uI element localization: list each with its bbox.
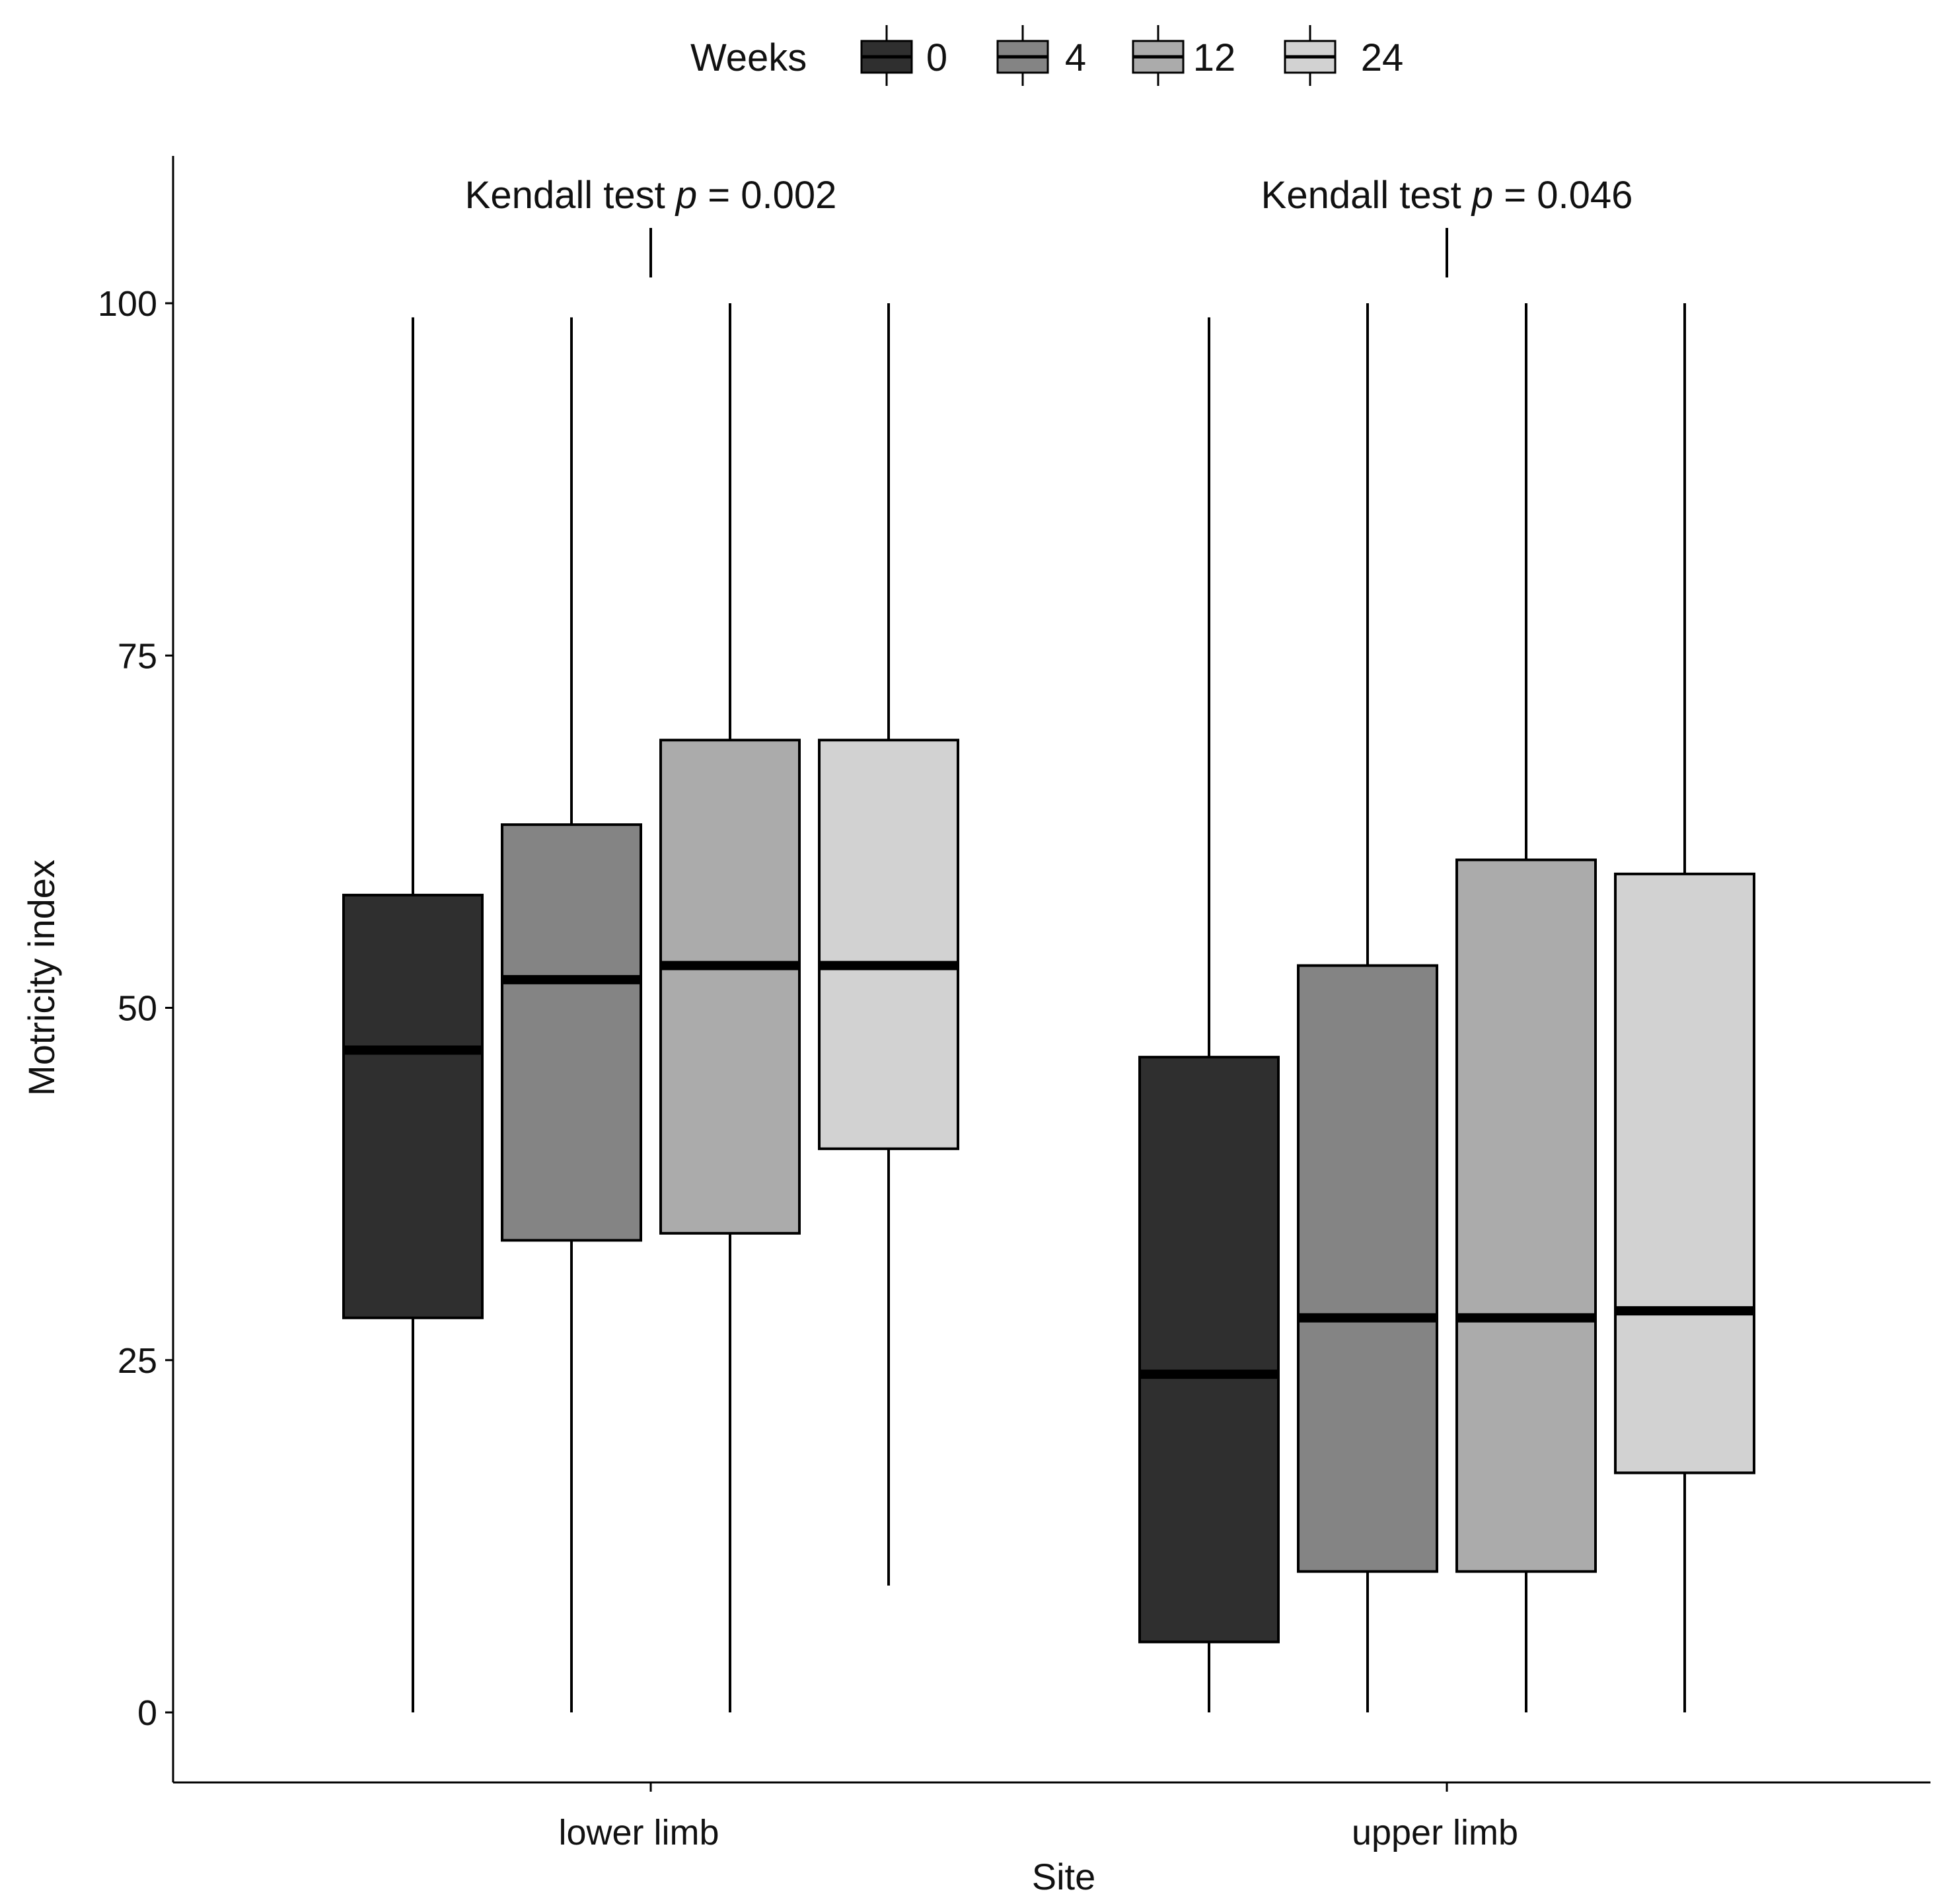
iqr-box (342, 893, 484, 1319)
box-lower-limb-week-4 (501, 317, 642, 1712)
kendall-annotation-text: Kendall test p = 0.002 (465, 174, 837, 217)
p-symbol: p (675, 174, 708, 217)
legend-label: 0 (926, 36, 947, 79)
legend-key-week-24 (1284, 25, 1337, 86)
legend-key-week-0 (860, 25, 913, 86)
x-ticks: lower limb upper limb (558, 1782, 1518, 1852)
axes: 0 25 50 75 100 lower limb upper limb Motricit… (20, 156, 1930, 1897)
y-tick-label: 50 (118, 989, 157, 1029)
kendall-annotation-text: Kendall test p = 0.046 (1261, 174, 1633, 217)
box-lower-limb-week-24 (818, 303, 959, 1586)
legend-key-week-4 (996, 25, 1049, 86)
box-upper-limb-week-0 (1138, 317, 1280, 1712)
p-value: = 0.046 (1504, 174, 1633, 217)
legend-label: 24 (1361, 36, 1404, 79)
y-tick-label: 0 (137, 1693, 157, 1733)
box-upper-limb-week-24 (1614, 303, 1755, 1712)
legend: Weeks 0 4 12 24 (690, 25, 1403, 86)
iqr-box (1455, 858, 1597, 1573)
iqr-box (818, 739, 959, 1150)
y-tick-label: 25 (118, 1341, 157, 1381)
box-lower-limb-week-0 (342, 317, 484, 1712)
y-ticks: 0 25 50 75 100 (98, 284, 173, 1733)
legend-label: 12 (1193, 36, 1236, 79)
iqr-box (501, 823, 642, 1242)
iqr-box (1138, 1056, 1280, 1644)
legend-title: Weeks (690, 36, 807, 79)
legend-label: 4 (1065, 36, 1086, 79)
x-axis-title: Site (1032, 1856, 1096, 1897)
y-tick-label: 75 (118, 636, 157, 676)
y-tick-label: 100 (98, 284, 157, 324)
iqr-box (659, 739, 801, 1235)
kendall-test-label: Kendall test (1261, 174, 1472, 217)
iqr-box (1614, 872, 1755, 1475)
box-upper-limb-week-12 (1455, 303, 1597, 1712)
y-axis-title: Motricity index (20, 860, 62, 1096)
legend-key-week-12 (1132, 25, 1185, 86)
box-upper-limb-week-4 (1297, 303, 1438, 1712)
p-value: = 0.002 (708, 174, 836, 217)
kendall-annotations: Kendall test p = 0.002 Kendall test p = 0… (465, 174, 1633, 277)
p-symbol: p (1471, 174, 1504, 217)
box-layer (342, 303, 1755, 1712)
iqr-box (1297, 964, 1438, 1573)
x-tick-label: upper limb (1352, 1813, 1518, 1852)
kendall-test-label: Kendall test (465, 174, 676, 217)
box-lower-limb-week-12 (659, 303, 801, 1712)
x-tick-label: lower limb (558, 1813, 719, 1852)
